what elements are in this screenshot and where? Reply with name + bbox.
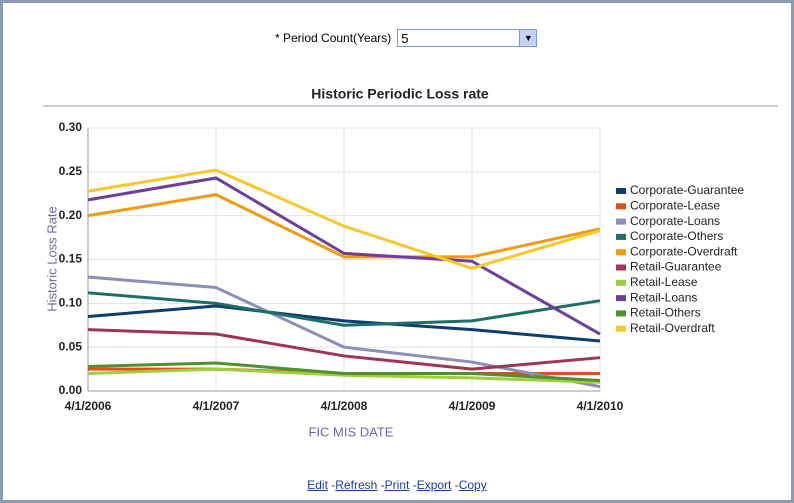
x-tick-label: 4/1/2006 (65, 399, 112, 413)
action-links: Edit -Refresh -Print -Export -Copy (3, 478, 791, 492)
series-line (87, 291, 601, 327)
action-link[interactable]: Copy (458, 478, 487, 492)
y-tick-label: 0.10 (59, 296, 83, 310)
dropdown-arrow[interactable]: ▼ (519, 30, 537, 46)
legend-label: Retail-Loans (630, 290, 697, 304)
legend-label: Corporate-Others (630, 229, 723, 243)
y-tick-label: 0.20 (59, 208, 83, 222)
period-value: 5 (401, 30, 409, 46)
y-tick-label: 0.30 (59, 120, 83, 134)
legend-swatch (616, 249, 626, 256)
y-axis-label: Historic Loss Rate (44, 206, 59, 311)
action-link[interactable]: Refresh (335, 478, 378, 492)
legend-swatch (616, 233, 626, 240)
series-line (87, 367, 601, 384)
legend-label: Retail-Lease (630, 275, 698, 289)
period-select[interactable]: 5 ▼ (397, 29, 538, 47)
legend-swatch (616, 279, 626, 286)
y-tick-label: 0.25 (59, 164, 83, 178)
series-line (87, 168, 601, 270)
legend-swatch (616, 295, 626, 302)
chart-title: Historic Periodic Loss rate (311, 86, 489, 102)
y-tick-label: 0.00 (59, 383, 83, 397)
x-tick-label: 4/1/2009 (449, 399, 496, 413)
legend-swatch (616, 218, 626, 225)
x-tick-label: 4/1/2007 (193, 399, 240, 413)
legend-swatch (616, 325, 626, 332)
series-line (87, 275, 601, 389)
link-separator: - (454, 478, 459, 492)
link-separator: - (380, 478, 385, 492)
series-line (87, 176, 601, 336)
x-axis-label: FIC MIS DATE (309, 424, 394, 439)
x-tick-label: 4/1/2010 (577, 399, 624, 413)
series-line (87, 193, 601, 259)
chart: Historic Periodic Loss rate Historic Los… (43, 86, 778, 439)
x-tick-label: 4/1/2008 (321, 399, 368, 413)
legend-label: Corporate-Loans (630, 214, 720, 228)
action-link[interactable]: Print (384, 478, 410, 492)
legend-swatch (616, 203, 626, 210)
period-form: * Period Count(Years) 5 ▼ (275, 29, 538, 47)
legend-label: Corporate-Lease (630, 198, 720, 212)
y-tick-label: 0.05 (59, 339, 83, 353)
link-separator: - (412, 478, 417, 492)
legend-label: Corporate-Overdraft (630, 244, 738, 258)
legend-label: Retail-Others (630, 306, 701, 320)
legend-swatch (616, 310, 626, 317)
action-link[interactable]: Edit (307, 478, 328, 492)
series-line (87, 361, 601, 382)
series-line (87, 304, 601, 343)
legend-swatch (616, 264, 626, 271)
y-tick-label: 0.15 (59, 252, 83, 266)
series-line (87, 328, 601, 371)
legend-label: Retail-Overdraft (630, 321, 715, 335)
link-separator: - (331, 478, 336, 492)
period-label: * Period Count(Years) (275, 31, 392, 45)
action-link[interactable]: Export (416, 478, 452, 492)
legend-label: Corporate-Guarantee (630, 183, 744, 197)
legend-label: Retail-Guarantee (630, 260, 722, 274)
legend-swatch (616, 188, 626, 194)
